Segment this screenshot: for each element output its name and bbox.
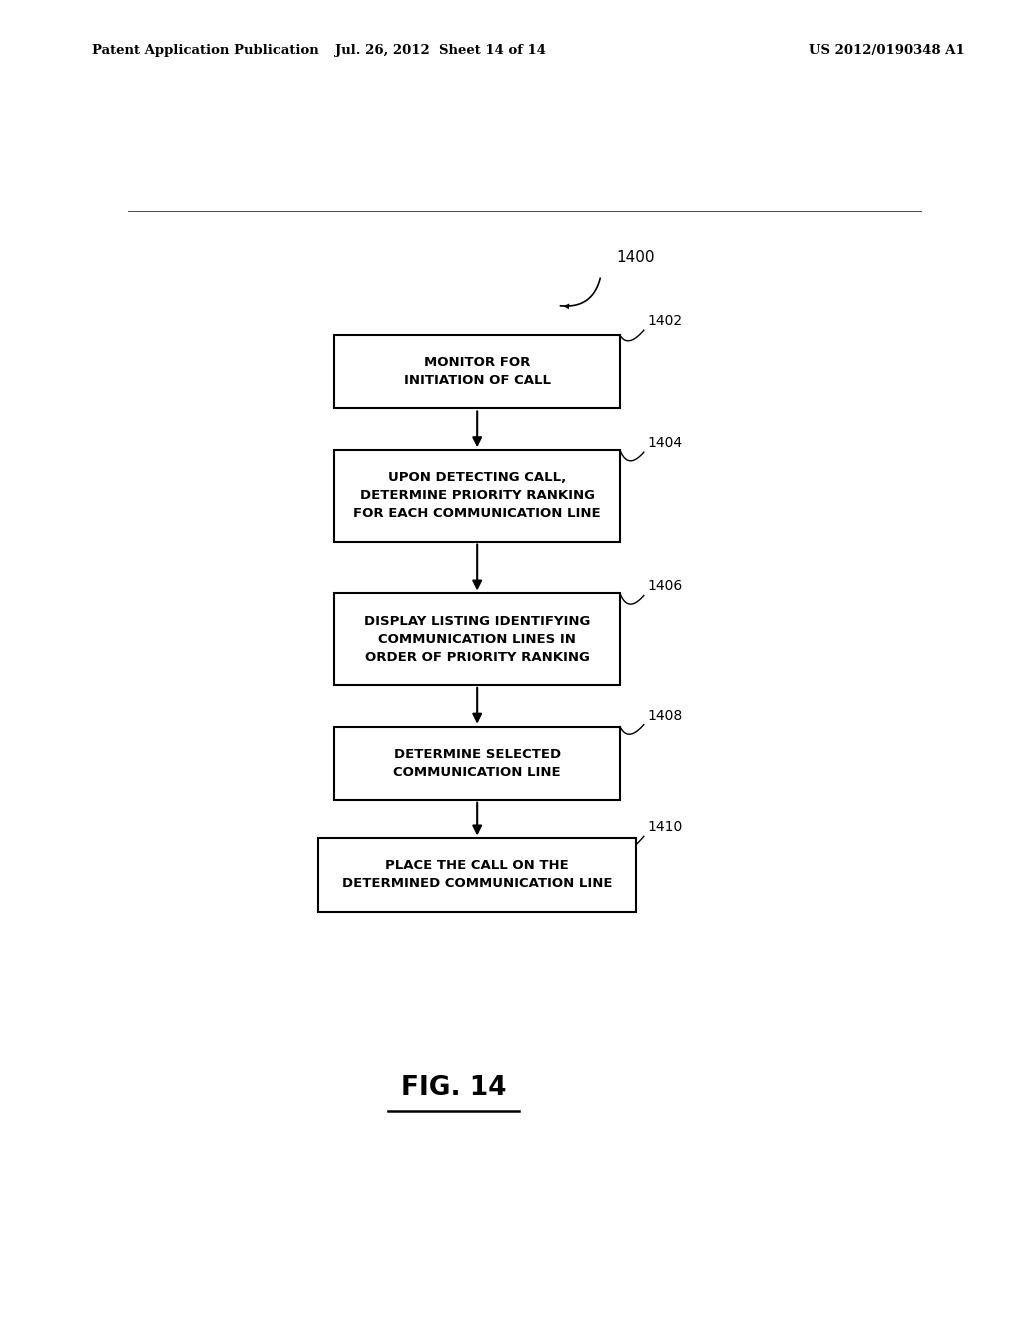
- FancyBboxPatch shape: [318, 838, 636, 912]
- Text: UPON DETECTING CALL,
DETERMINE PRIORITY RANKING
FOR EACH COMMUNICATION LINE: UPON DETECTING CALL, DETERMINE PRIORITY …: [353, 471, 601, 520]
- FancyBboxPatch shape: [334, 335, 620, 408]
- FancyBboxPatch shape: [334, 594, 620, 685]
- Text: Jul. 26, 2012  Sheet 14 of 14: Jul. 26, 2012 Sheet 14 of 14: [335, 44, 546, 57]
- Text: 1404: 1404: [648, 436, 683, 450]
- FancyBboxPatch shape: [334, 450, 620, 541]
- Text: 1400: 1400: [616, 249, 654, 265]
- Text: 1408: 1408: [648, 709, 683, 722]
- Text: US 2012/0190348 A1: US 2012/0190348 A1: [809, 44, 965, 57]
- Text: DISPLAY LISTING IDENTIFYING
COMMUNICATION LINES IN
ORDER OF PRIORITY RANKING: DISPLAY LISTING IDENTIFYING COMMUNICATIO…: [364, 615, 591, 664]
- Text: 1410: 1410: [648, 820, 683, 834]
- Text: 1406: 1406: [648, 579, 683, 594]
- Text: PLACE THE CALL ON THE
DETERMINED COMMUNICATION LINE: PLACE THE CALL ON THE DETERMINED COMMUNI…: [342, 859, 612, 891]
- Text: FIG. 14: FIG. 14: [400, 1076, 506, 1101]
- Text: MONITOR FOR
INITIATION OF CALL: MONITOR FOR INITIATION OF CALL: [403, 356, 551, 387]
- Text: Patent Application Publication: Patent Application Publication: [92, 44, 318, 57]
- Text: DETERMINE SELECTED
COMMUNICATION LINE: DETERMINE SELECTED COMMUNICATION LINE: [393, 747, 561, 779]
- Text: 1402: 1402: [648, 314, 683, 329]
- FancyBboxPatch shape: [334, 726, 620, 800]
